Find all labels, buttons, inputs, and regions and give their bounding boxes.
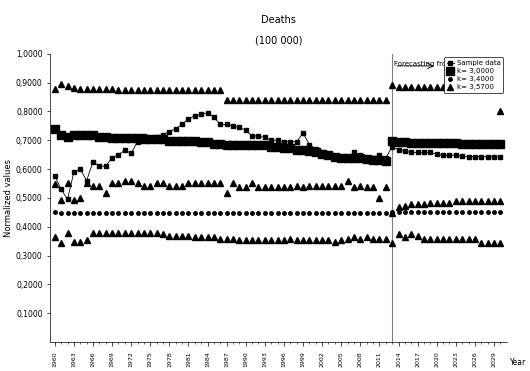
Text: (100 000): (100 000): [255, 35, 302, 45]
Text: Deaths: Deaths: [261, 15, 296, 25]
Text: Forecasting from 2013: Forecasting from 2013: [394, 61, 473, 67]
Text: Year: Year: [510, 358, 526, 367]
Legend: Sample data, k= 3,0000, k= 3,4000, k= 3,5700: Sample data, k= 3,0000, k= 3,4000, k= 3,…: [444, 58, 504, 93]
Y-axis label: Normalized values: Normalized values: [4, 159, 13, 237]
